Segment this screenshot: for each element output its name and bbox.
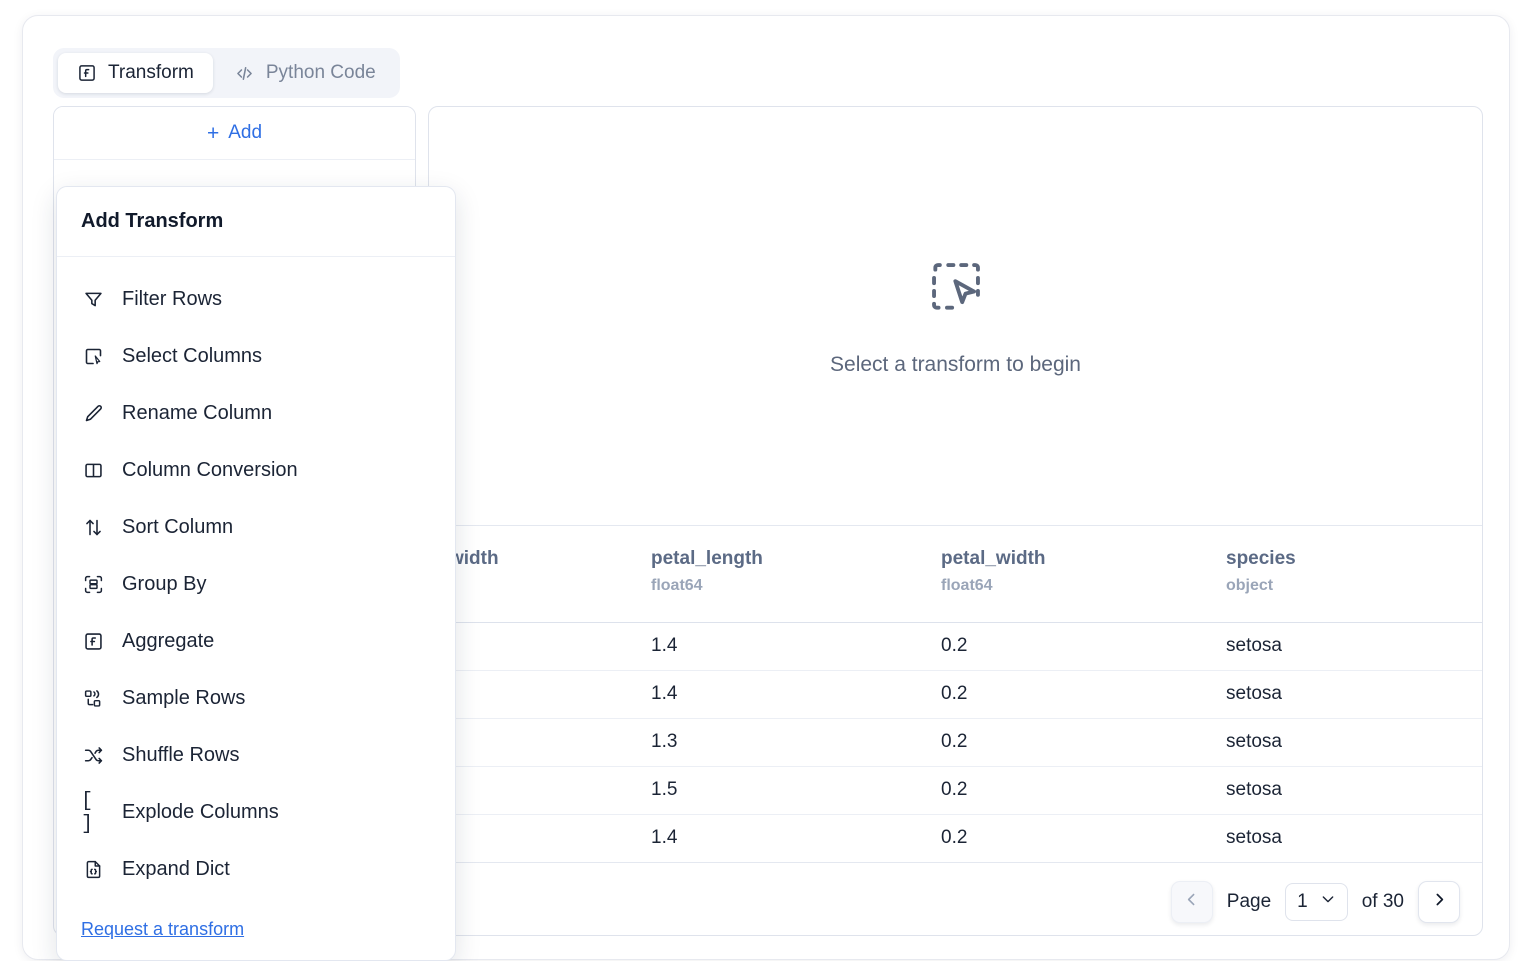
menu-item-label: Sample Rows bbox=[122, 687, 246, 709]
cell-width bbox=[429, 766, 651, 815]
columns-icon bbox=[81, 459, 105, 483]
add-transform-popover: Add Transform Filter Rows Select Columns bbox=[56, 186, 456, 961]
page-label: Page bbox=[1226, 891, 1272, 912]
plus-icon: + bbox=[206, 121, 220, 145]
cell-petal-width: 0.2 bbox=[941, 814, 1226, 863]
file-braces-icon bbox=[81, 858, 105, 882]
function-box-icon bbox=[77, 63, 97, 83]
add-button-label: Add bbox=[228, 122, 263, 143]
menu-item-label: Sort Column bbox=[122, 516, 234, 538]
table-row: 1.3 0.2 setosa bbox=[429, 718, 1482, 767]
cell-petal-length: 1.4 bbox=[651, 670, 941, 719]
menu-item-group-by[interactable]: Group By bbox=[57, 556, 455, 613]
view-tabs: Transform Python Code bbox=[53, 48, 400, 98]
menu-item-label: Rename Column bbox=[122, 402, 273, 424]
table-row: 1.4 0.2 setosa bbox=[429, 670, 1482, 719]
cell-petal-length: 1.4 bbox=[651, 814, 941, 863]
cell-petal-length: 1.3 bbox=[651, 718, 941, 767]
dashed-square-cursor-icon bbox=[925, 256, 987, 323]
cell-species: setosa bbox=[1226, 766, 1482, 815]
cell-width bbox=[429, 718, 651, 767]
request-transform-link[interactable]: Request a transform bbox=[81, 919, 245, 939]
menu-item-aggregate[interactable]: Aggregate bbox=[57, 613, 455, 670]
transform-editor-pane: Select a transform to begin width petal_… bbox=[428, 106, 1483, 936]
menu-item-select-columns[interactable]: Select Columns bbox=[57, 328, 455, 385]
select-columns-icon bbox=[81, 345, 105, 369]
prev-page-button[interactable] bbox=[1170, 881, 1213, 923]
function-box-icon bbox=[81, 630, 105, 654]
cell-petal-width: 0.2 bbox=[941, 622, 1226, 671]
menu-item-expand-dict[interactable]: Expand Dict bbox=[57, 841, 455, 898]
chevron-down-icon bbox=[1320, 891, 1336, 913]
menu-item-explode-columns[interactable]: [ ] Explode Columns bbox=[57, 784, 455, 841]
menu-item-shuffle-rows[interactable]: Shuffle Rows bbox=[57, 727, 455, 784]
popover-footer: Request a transform bbox=[57, 919, 455, 960]
tab-transform[interactable]: Transform bbox=[58, 53, 213, 93]
cell-petal-width: 0.2 bbox=[941, 766, 1226, 815]
brackets-glyph: [ ] bbox=[81, 789, 93, 836]
table-row: 1.4 0.2 setosa bbox=[429, 622, 1482, 671]
group-by-icon bbox=[81, 573, 105, 597]
cell-petal-width: 0.2 bbox=[941, 718, 1226, 767]
next-page-button[interactable] bbox=[1418, 881, 1460, 923]
menu-item-label: Select Columns bbox=[122, 345, 263, 367]
menu-item-label: Explode Columns bbox=[122, 801, 279, 823]
menu-item-rename-column[interactable]: Rename Column bbox=[57, 385, 455, 442]
cell-petal-width: 0.2 bbox=[941, 670, 1226, 719]
pagination: Page 1 of 30 bbox=[1170, 881, 1460, 923]
brackets-icon: [ ] bbox=[81, 790, 105, 836]
table-row: 1.4 0.2 setosa bbox=[429, 814, 1482, 863]
table-header-row: width petal_length float64 petal_width f… bbox=[429, 526, 1482, 623]
cell-species: setosa bbox=[1226, 622, 1482, 671]
menu-item-label: Group By bbox=[122, 573, 207, 595]
cell-width bbox=[429, 622, 651, 671]
table-body: 1.4 0.2 setosa 1.4 0.2 setosa 1.3 0.2 bbox=[429, 622, 1482, 863]
cell-species: setosa bbox=[1226, 718, 1482, 767]
cell-petal-length: 1.5 bbox=[651, 766, 941, 815]
column-header-width[interactable]: width bbox=[429, 526, 651, 623]
empty-state-text: Select a transform to begin bbox=[830, 352, 1081, 376]
cell-petal-length: 1.4 bbox=[651, 622, 941, 671]
empty-state: Select a transform to begin bbox=[429, 107, 1482, 525]
cell-species: setosa bbox=[1226, 814, 1482, 863]
column-header-species[interactable]: species object bbox=[1226, 526, 1482, 623]
data-preview-table: width petal_length float64 petal_width f… bbox=[429, 525, 1482, 863]
menu-item-label: Filter Rows bbox=[122, 288, 223, 310]
column-header-petal-length[interactable]: petal_length float64 bbox=[651, 526, 941, 623]
menu-item-sort-column[interactable]: Sort Column bbox=[57, 499, 455, 556]
cell-species: setosa bbox=[1226, 670, 1482, 719]
cell-width bbox=[429, 814, 651, 863]
add-transform-button[interactable]: + Add bbox=[54, 107, 415, 160]
page-total-label: of 30 bbox=[1361, 891, 1404, 912]
chevron-right-icon bbox=[1431, 891, 1448, 914]
menu-item-label: Shuffle Rows bbox=[122, 744, 240, 766]
tab-python-code-label: Python Code bbox=[265, 62, 376, 83]
column-header-petal-width[interactable]: petal_width float64 bbox=[941, 526, 1226, 623]
table-row: 1.5 0.2 setosa bbox=[429, 766, 1482, 815]
code-brackets-icon bbox=[234, 63, 255, 84]
tab-transform-label: Transform bbox=[108, 62, 194, 83]
menu-item-label: Expand Dict bbox=[122, 858, 230, 880]
pencil-icon bbox=[81, 402, 105, 426]
tab-python-code[interactable]: Python Code bbox=[215, 53, 395, 93]
menu-item-filter-rows[interactable]: Filter Rows bbox=[57, 271, 455, 328]
transform-panel-card: Transform Python Code + Add bbox=[22, 15, 1510, 961]
page-number-value: 1 bbox=[1297, 891, 1308, 912]
menu-item-label: Column Conversion bbox=[122, 459, 298, 481]
cell-width bbox=[429, 670, 651, 719]
page-number-select[interactable]: 1 bbox=[1285, 883, 1348, 921]
menu-item-column-conversion[interactable]: Column Conversion bbox=[57, 442, 455, 499]
chevron-left-icon bbox=[1183, 891, 1200, 914]
shuffle-icon bbox=[81, 744, 105, 768]
transform-option-list: Filter Rows Select Columns Rename Column bbox=[57, 257, 455, 898]
sample-rows-icon bbox=[81, 687, 105, 711]
menu-item-sample-rows[interactable]: Sample Rows bbox=[57, 670, 455, 727]
menu-item-label: Aggregate bbox=[122, 630, 215, 652]
filter-icon bbox=[81, 288, 105, 312]
popover-title: Add Transform bbox=[57, 187, 455, 257]
sort-arrows-icon bbox=[81, 516, 105, 540]
